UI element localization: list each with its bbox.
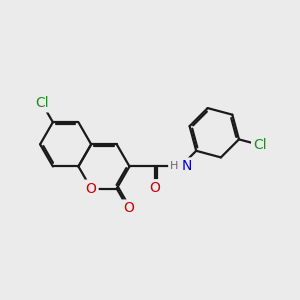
Text: H: H bbox=[170, 161, 178, 172]
Text: O: O bbox=[123, 202, 134, 215]
Text: N: N bbox=[181, 160, 192, 173]
Text: O: O bbox=[86, 182, 97, 196]
Text: Cl: Cl bbox=[35, 96, 49, 110]
Text: Cl: Cl bbox=[253, 138, 267, 152]
Text: O: O bbox=[150, 181, 160, 195]
